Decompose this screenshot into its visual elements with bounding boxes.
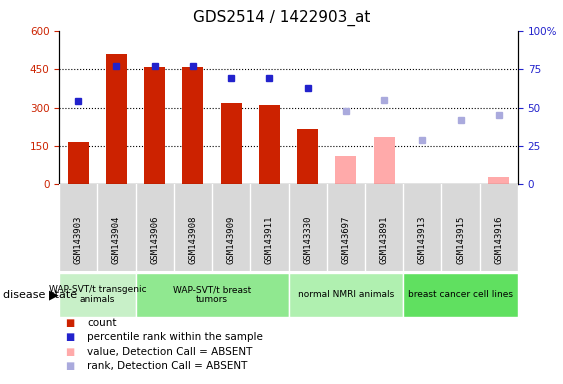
Bar — [488, 177, 510, 184]
Text: count: count — [87, 318, 117, 328]
Text: breast cancer cell lines: breast cancer cell lines — [408, 290, 513, 299]
Bar — [259, 106, 280, 184]
Bar — [59, 273, 136, 317]
Text: GSM143913: GSM143913 — [418, 215, 427, 264]
Text: GSM143904: GSM143904 — [112, 215, 121, 264]
Bar — [68, 142, 89, 184]
Bar — [297, 129, 318, 184]
Text: WAP-SVT/t transgenic
animals: WAP-SVT/t transgenic animals — [48, 285, 146, 305]
Text: GSM143909: GSM143909 — [227, 215, 236, 264]
Text: disease state: disease state — [3, 290, 77, 300]
Text: GSM143891: GSM143891 — [379, 215, 388, 264]
Text: GSM143915: GSM143915 — [456, 215, 465, 264]
Text: WAP-SVT/t breast
tumors: WAP-SVT/t breast tumors — [173, 285, 251, 305]
Text: ▶: ▶ — [49, 288, 59, 301]
Text: percentile rank within the sample: percentile rank within the sample — [87, 332, 263, 342]
Text: ■: ■ — [65, 361, 74, 371]
Bar — [144, 66, 165, 184]
Bar — [106, 54, 127, 184]
Text: value, Detection Call = ABSENT: value, Detection Call = ABSENT — [87, 347, 253, 357]
Text: rank, Detection Call = ABSENT: rank, Detection Call = ABSENT — [87, 361, 248, 371]
Text: GSM143903: GSM143903 — [74, 215, 83, 264]
Text: normal NMRI animals: normal NMRI animals — [298, 290, 394, 299]
Text: GSM143906: GSM143906 — [150, 215, 159, 264]
Text: GSM143916: GSM143916 — [494, 215, 503, 264]
Text: GSM143908: GSM143908 — [189, 215, 198, 264]
Bar — [221, 103, 242, 184]
Bar — [289, 273, 403, 317]
Text: GSM143911: GSM143911 — [265, 215, 274, 264]
Text: GSM143697: GSM143697 — [341, 215, 350, 264]
Bar — [136, 273, 289, 317]
Text: ■: ■ — [65, 347, 74, 357]
Text: GDS2514 / 1422903_at: GDS2514 / 1422903_at — [193, 10, 370, 26]
Bar — [336, 156, 356, 184]
Bar — [403, 273, 518, 317]
Text: GSM143330: GSM143330 — [303, 215, 312, 264]
Text: ■: ■ — [65, 318, 74, 328]
Bar — [182, 66, 203, 184]
Text: ■: ■ — [65, 332, 74, 342]
Bar — [374, 137, 395, 184]
